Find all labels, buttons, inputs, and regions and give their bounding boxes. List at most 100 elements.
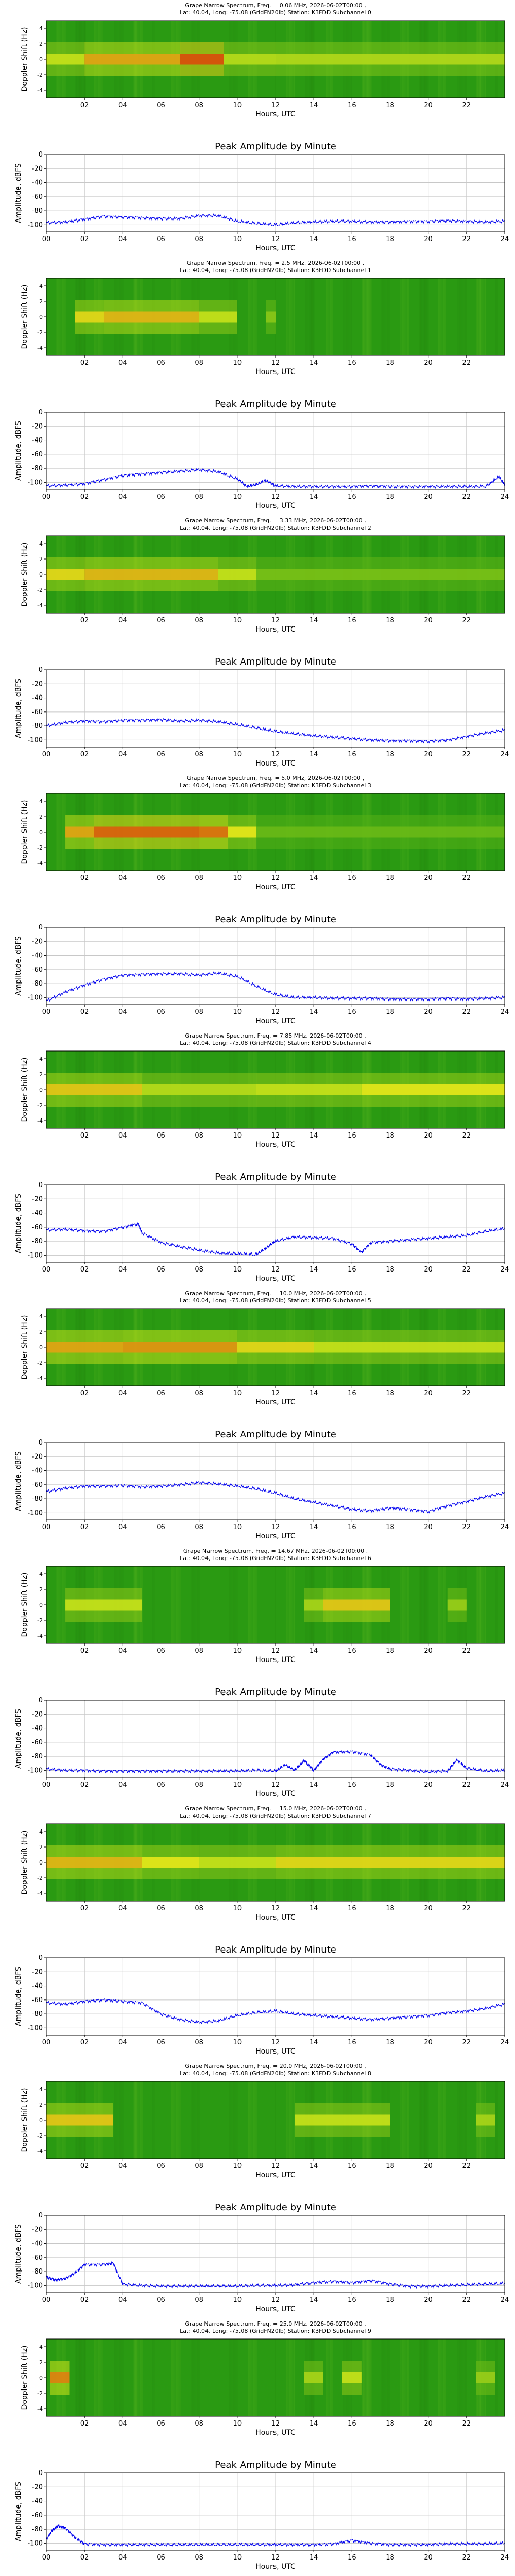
amplitude-ytick-label: -100 xyxy=(27,2282,43,2290)
spectrogram-chart: Grape Narrow Spectrum, Freq. = 14.67 MHz… xyxy=(21,1548,505,1664)
spectrogram-texture xyxy=(289,2339,290,2416)
spectrogram-title-line1: Grape Narrow Spectrum, Freq. = 14.67 MHz… xyxy=(183,1548,368,1554)
spectrogram-texture xyxy=(171,1566,173,1643)
spectrogram-texture xyxy=(485,1566,486,1643)
spectrogram-texture xyxy=(250,2339,251,2416)
spectrogram-texture xyxy=(83,2339,85,2416)
spectrogram-texture xyxy=(383,2339,384,2416)
spectrogram-texture xyxy=(254,2081,255,2159)
amplitude-xtick-label: 00 xyxy=(42,1781,51,1789)
spectrogram-ytick-label: 2 xyxy=(39,1586,43,1593)
spectrogram-texture xyxy=(332,278,333,355)
amplitude-xtick-label: 04 xyxy=(118,2039,127,2046)
spectrogram-texture xyxy=(384,278,385,355)
spectrogram-texture xyxy=(425,278,427,355)
spectrogram-texture xyxy=(60,793,61,871)
spectrogram-xtick-label: 08 xyxy=(195,617,203,624)
spectrogram-texture xyxy=(427,278,429,355)
spectrogram-texture xyxy=(256,2339,258,2416)
spectrogram-texture xyxy=(229,1566,230,1643)
amplitude-series-line xyxy=(46,1222,505,1256)
spectrogram-texture xyxy=(291,1566,292,1643)
amplitude-ytick-label: 0 xyxy=(39,409,43,416)
amplitude-xtick-label: 10 xyxy=(233,2554,242,2562)
spectrogram-ytick-label: 0 xyxy=(39,571,43,578)
spectrogram-texture xyxy=(404,2081,405,2159)
spectrogram-chart: Grape Narrow Spectrum, Freq. = 25.0 MHz,… xyxy=(21,2320,505,2437)
spectrogram-texture xyxy=(59,793,60,871)
spectrogram-band xyxy=(199,1857,276,1868)
spectrogram-background xyxy=(46,2339,505,2416)
spectrogram-texture xyxy=(442,1566,443,1643)
spectrogram-texture xyxy=(327,2339,328,2416)
amplitude-xtick-label: 16 xyxy=(348,1008,356,1016)
spectrogram-texture xyxy=(134,2081,136,2159)
spectrogram-chart: Grape Narrow Spectrum, Freq. = 2.5 MHz, … xyxy=(21,260,505,376)
spectrogram-title-line1: Grape Narrow Spectrum, Freq. = 10.0 MHz,… xyxy=(185,1290,366,1297)
spectrogram-texture xyxy=(254,278,255,355)
amplitude-xtick-label: 22 xyxy=(462,1266,471,1274)
spectrogram-ytick-label: -2 xyxy=(37,2132,43,2139)
spectrogram-ytick-label: -4 xyxy=(37,87,43,94)
amplitude-ytick-label: -100 xyxy=(27,2024,43,2032)
spectrogram-texture xyxy=(366,2339,368,2416)
spectrogram-texture xyxy=(141,2339,142,2416)
spectrogram-texture xyxy=(497,2081,498,2159)
spectrogram-xtick-label: 02 xyxy=(80,1132,89,1140)
spectrogram-texture xyxy=(440,1566,441,1643)
spectrogram-texture xyxy=(478,278,480,355)
spectrogram-texture xyxy=(153,2339,154,2416)
amplitude-xtick-label: 00 xyxy=(42,1008,51,1016)
amplitude-ytick-label: 0 xyxy=(39,2469,43,2477)
amplitude-xtick-label: 08 xyxy=(195,1781,203,1789)
amplitude-xtick-label: 24 xyxy=(501,2039,509,2046)
spectrogram-xtick-label: 22 xyxy=(462,2420,471,2428)
spectrogram-title-line2: Lat: 40.04, Long: -75.08 (GridFN20lb) St… xyxy=(180,2070,371,2077)
spectrogram-xtick-label: 02 xyxy=(80,1905,89,1912)
spectrogram-xtick-label: 10 xyxy=(233,2420,242,2428)
amplitude-ytick-label: -60 xyxy=(32,451,43,459)
spectrogram-texture xyxy=(94,2339,95,2416)
amplitude-xtick-label: 12 xyxy=(271,1781,280,1789)
spectrogram-texture xyxy=(115,2339,116,2416)
spectrogram-xtick-label: 10 xyxy=(233,101,242,109)
spectrogram-xlabel: Hours, UTC xyxy=(255,110,296,118)
amplitude-xtick-label: 20 xyxy=(424,2296,433,2304)
spectrogram-texture xyxy=(400,2339,401,2416)
spectrogram-xtick-label: 18 xyxy=(386,617,394,624)
spectrogram-texture xyxy=(56,793,57,871)
spectrogram-title-line2: Lat: 40.04, Long: -75.08 (GridFN20lb) St… xyxy=(180,1555,371,1562)
spectrogram-texture xyxy=(439,278,440,355)
spectrogram-xtick-label: 14 xyxy=(310,2162,318,2170)
spectrogram-texture xyxy=(232,2081,233,2159)
spectrogram-xlabel: Hours, UTC xyxy=(255,1913,296,1922)
spectrogram-band xyxy=(237,1342,314,1353)
spectrogram-xtick-label: 12 xyxy=(271,1389,280,1397)
spectrogram-xtick-label: 20 xyxy=(424,1132,433,1140)
spectrogram-band xyxy=(276,54,505,65)
spectrogram-band xyxy=(256,826,505,838)
spectrogram-xtick-label: 06 xyxy=(157,1905,165,1912)
amplitude-xtick-label: 10 xyxy=(233,751,242,758)
spectrogram-texture xyxy=(331,2339,332,2416)
spectrogram-xtick-label: 22 xyxy=(462,1905,471,1912)
amplitude-title: Peak Amplitude by Minute xyxy=(215,2460,336,2470)
spectrogram-texture xyxy=(176,2339,177,2416)
spectrogram-texture xyxy=(328,278,329,355)
amplitude-ytick-label: -80 xyxy=(32,1495,43,1503)
amplitude-ytick-label: -40 xyxy=(32,1725,43,1733)
spectrogram-ylabel: Doppler Shift (Hz) xyxy=(21,1315,29,1380)
spectrogram-texture xyxy=(365,2339,367,2416)
amplitude-xtick-label: 12 xyxy=(271,1523,280,1531)
spectrogram-texture xyxy=(439,2339,440,2416)
amplitude-xtick-label: 18 xyxy=(386,2039,394,2046)
spectrogram-ytick-label: 2 xyxy=(39,1071,43,1078)
amplitude-xtick-label: 14 xyxy=(310,1523,318,1531)
spectrogram-texture xyxy=(466,2081,467,2159)
amplitude-chart: Peak Amplitude by Minute 0 -20 -40 -60 -80 -10… xyxy=(14,1429,509,1540)
spectrogram-texture xyxy=(408,2339,409,2416)
amplitude-xtick-label: 04 xyxy=(118,1781,127,1789)
amplitude-xtick-label: 04 xyxy=(118,1523,127,1531)
amplitude-xtick-label: 14 xyxy=(310,2554,318,2562)
amplitude-title: Peak Amplitude by Minute xyxy=(215,1944,336,1955)
